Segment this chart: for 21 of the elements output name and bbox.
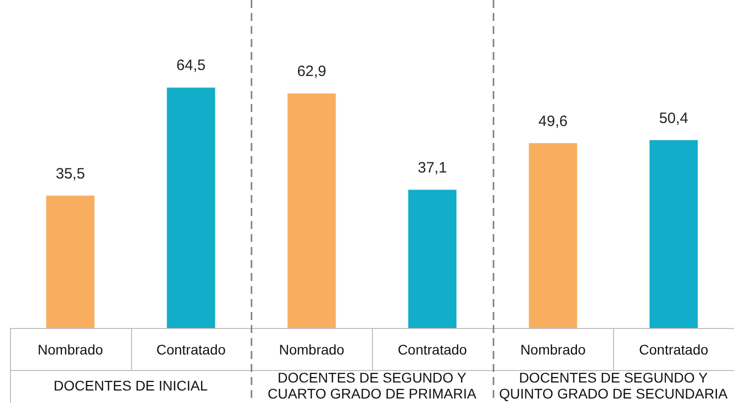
x-tick-label: Nombrado <box>520 341 586 358</box>
bar <box>46 196 94 328</box>
data-label: 49,6 <box>538 112 568 130</box>
bar <box>528 143 578 328</box>
x-tick-label: Contratado <box>398 341 468 358</box>
data-label: 37,1 <box>418 159 447 176</box>
data-label: 50,4 <box>659 110 688 127</box>
text: DOCENTES DE SEGUNDO Y CUARTO GRADO DE PRIMARIA <box>268 369 478 402</box>
bar <box>166 88 216 328</box>
x-tick-label: Nombrado <box>278 341 345 358</box>
data-label: 64,5 <box>176 57 206 74</box>
text: DOCENTES DE SEGUNDO Y QUINTO GRADO DE SECUNDARIA <box>499 369 728 402</box>
bar <box>650 140 698 328</box>
x-tick-label: Contratado <box>156 341 226 358</box>
data-label: 62,9 <box>297 63 326 80</box>
bar <box>408 190 456 328</box>
x-tick-label: Nombrado <box>38 341 104 358</box>
data-label: 35,5 <box>56 165 85 182</box>
bar <box>288 94 336 328</box>
text: DOCENTES DE INICIAL <box>54 377 208 394</box>
x-tick-label: Contratado <box>639 341 709 358</box>
